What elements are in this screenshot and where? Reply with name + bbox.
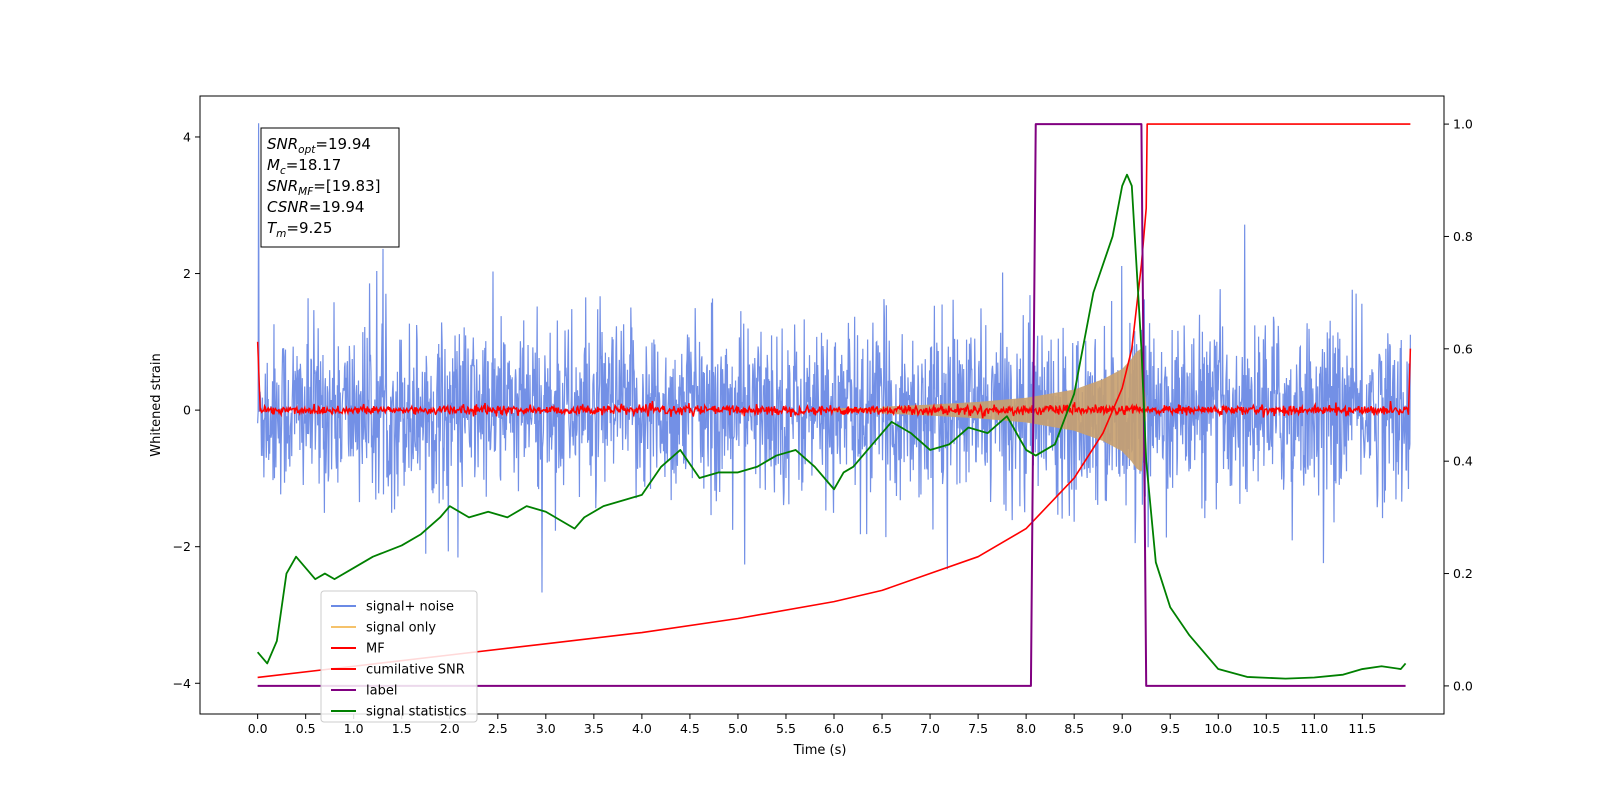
legend-entry: signal statistics [366,705,467,720]
x-tick-label: 11.0 [1300,721,1328,736]
info-box: SNRopt=19.94Mc=18.17SNRMF=[19.83]CSNR=19… [260,127,400,248]
y-axis-left: 4 2 0 −2 −4 [173,129,200,691]
y2-tick-label: 1.0 [1453,117,1473,132]
info-box-line: Mc=18.17 [267,156,341,177]
x-tick-label: 2.5 [488,721,508,736]
x-tick-label: 7.5 [968,721,988,736]
legend-frame [320,590,478,723]
info-box-line: SNRopt=19.94 [267,135,371,156]
legend-entry: signal+ noise [366,600,454,615]
x-tick-label: 9.0 [1112,721,1132,736]
y2-tick-label: 0.0 [1453,678,1473,693]
x-tick-label: 5.5 [776,721,796,736]
axes-frame [199,95,1445,715]
y-axis-label: Whitened strain [149,353,164,456]
y2-tick-label: 0.2 [1453,566,1473,581]
plot-area [199,95,1445,715]
x-tick-label: 3.5 [584,721,604,736]
x-tick-label: 2.0 [440,721,460,736]
x-tick-label: 8.0 [1016,721,1036,736]
y2-tick-label: 0.6 [1453,341,1473,356]
series-mf-line [256,341,1412,419]
data-layer [256,123,1412,687]
info-box-line: CSNR=19.94 [267,198,364,216]
x-tick-label: 6.0 [824,721,844,736]
x-axis: 0.0 0.5 1.0 1.5 2.0 2.5 3.0 3.5 4.0 4.5 5.0 5.5 6.0 6… [248,714,1376,736]
series-label-line [257,123,1406,687]
legend: signal+ noise signal only MF cumilative SNR… [320,590,478,723]
y-tick-label: 0 [183,403,191,418]
series-signal-only-line [833,348,1147,472]
x-tick-label: 1.0 [344,721,364,736]
series-signal-noise-line [257,123,1411,593]
x-tick-label: 4.0 [632,721,652,736]
info-box-line: SNRMF=[19.83] [267,177,381,198]
y-axis-right: 1.0 0.8 0.6 0.4 0.2 0.0 [1444,117,1473,693]
x-tick-label: 11.5 [1348,721,1376,736]
legend-entry: MF [366,642,385,657]
x-tick-label: 7.0 [920,721,940,736]
x-tick-label: 0.5 [296,721,316,736]
x-tick-label: 6.5 [872,721,892,736]
x-tick-label: 10.5 [1252,721,1280,736]
info-box-line: Tm=9.25 [267,219,332,240]
series-signal-statistics-line [256,173,1407,680]
x-tick-label: 3.0 [536,721,556,736]
x-tick-label: 1.5 [392,721,412,736]
y2-tick-label: 0.8 [1453,229,1473,244]
info-box-frame [260,127,400,248]
legend-entry: label [366,684,397,699]
x-tick-label: 8.5 [1064,721,1084,736]
x-axis-label: Time (s) [793,743,847,758]
series-cumulative-snr-line [257,123,1411,679]
x-tick-label: 10.0 [1204,721,1232,736]
y-tick-label: −4 [173,676,191,691]
x-tick-label: 4.5 [680,721,700,736]
y2-tick-label: 0.4 [1453,454,1473,469]
x-tick-label: 0.0 [248,721,268,736]
x-tick-label: 5.0 [728,721,748,736]
y-tick-label: 2 [183,266,191,281]
y-tick-label: 4 [183,129,191,144]
legend-entry: cumilative SNR [366,663,465,678]
legend-entry: signal only [366,621,436,636]
x-tick-label: 9.5 [1160,721,1180,736]
y-tick-label: −2 [173,539,191,554]
